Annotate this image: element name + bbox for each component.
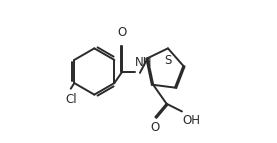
- Text: Cl: Cl: [65, 93, 77, 106]
- Text: O: O: [118, 26, 127, 39]
- Text: S: S: [164, 54, 172, 67]
- Text: NH: NH: [135, 56, 153, 69]
- Text: O: O: [151, 121, 160, 134]
- Text: OH: OH: [183, 114, 201, 127]
